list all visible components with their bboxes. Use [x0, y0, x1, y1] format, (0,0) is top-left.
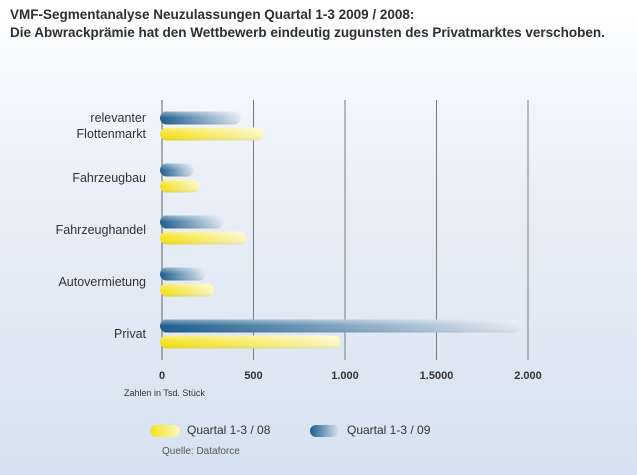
bar-highlight	[160, 283, 215, 297]
category-label-line: relevanter	[90, 111, 146, 125]
legend-label-09: Quartal 1-3 / 09	[347, 423, 431, 437]
category-label-line: Privat	[114, 327, 146, 341]
category-label-line: Flottenmarkt	[77, 127, 147, 141]
category-label-line: Autovermietung	[58, 275, 146, 289]
category-label: Fahrzeughandel	[56, 223, 146, 237]
bar-highlight	[160, 111, 241, 125]
gridlines	[161, 100, 529, 360]
legend-label-08: Quartal 1-3 / 08	[187, 423, 271, 437]
category-label: Privat	[114, 327, 146, 341]
category-labels: relevanter Flottenmarkt Fahrzeugbau Fahrzeu…	[56, 111, 147, 341]
legend-swatch-08	[150, 425, 180, 437]
category-label: Autovermietung	[58, 275, 146, 289]
bar-highlight	[160, 319, 521, 333]
x-tick-label: 0	[159, 370, 165, 382]
bar-highlight	[160, 335, 341, 349]
x-tick-labels: 0 500 1.000 1.5000 2.000	[159, 370, 542, 382]
category-label: relevanter Flottenmarkt	[77, 111, 147, 141]
bar-highlight	[160, 215, 224, 229]
bar-highlight	[160, 127, 264, 141]
x-tick-label: 1.000	[331, 370, 359, 382]
category-label: Fahrzeugbau	[72, 171, 146, 185]
category-label-line: Fahrzeugbau	[72, 171, 146, 185]
x-tick-label: 1.5000	[420, 370, 454, 382]
bar-highlight	[160, 267, 206, 281]
bars	[160, 111, 521, 349]
bar-highlight	[160, 179, 200, 193]
chart-title: VMF-Segmentanalyse Neuzulassungen Quarta…	[10, 6, 605, 42]
bar-highlight	[160, 231, 247, 245]
x-tick-label: 2.000	[514, 370, 542, 382]
title-line-2: Die Abwrackprämie hat den Wettbewerb ein…	[10, 25, 605, 40]
category-label-line: Fahrzeughandel	[56, 223, 146, 237]
x-tick-label: 500	[244, 370, 262, 382]
legend-swatch-09	[310, 425, 340, 437]
unit-note: Zahlen in Tsd. Stück	[124, 388, 205, 398]
title-line-1: VMF-Segmentanalyse Neuzulassungen Quarta…	[10, 7, 415, 22]
bar-highlight	[160, 163, 195, 177]
source-note: Quelle: Dataforce	[162, 446, 240, 457]
